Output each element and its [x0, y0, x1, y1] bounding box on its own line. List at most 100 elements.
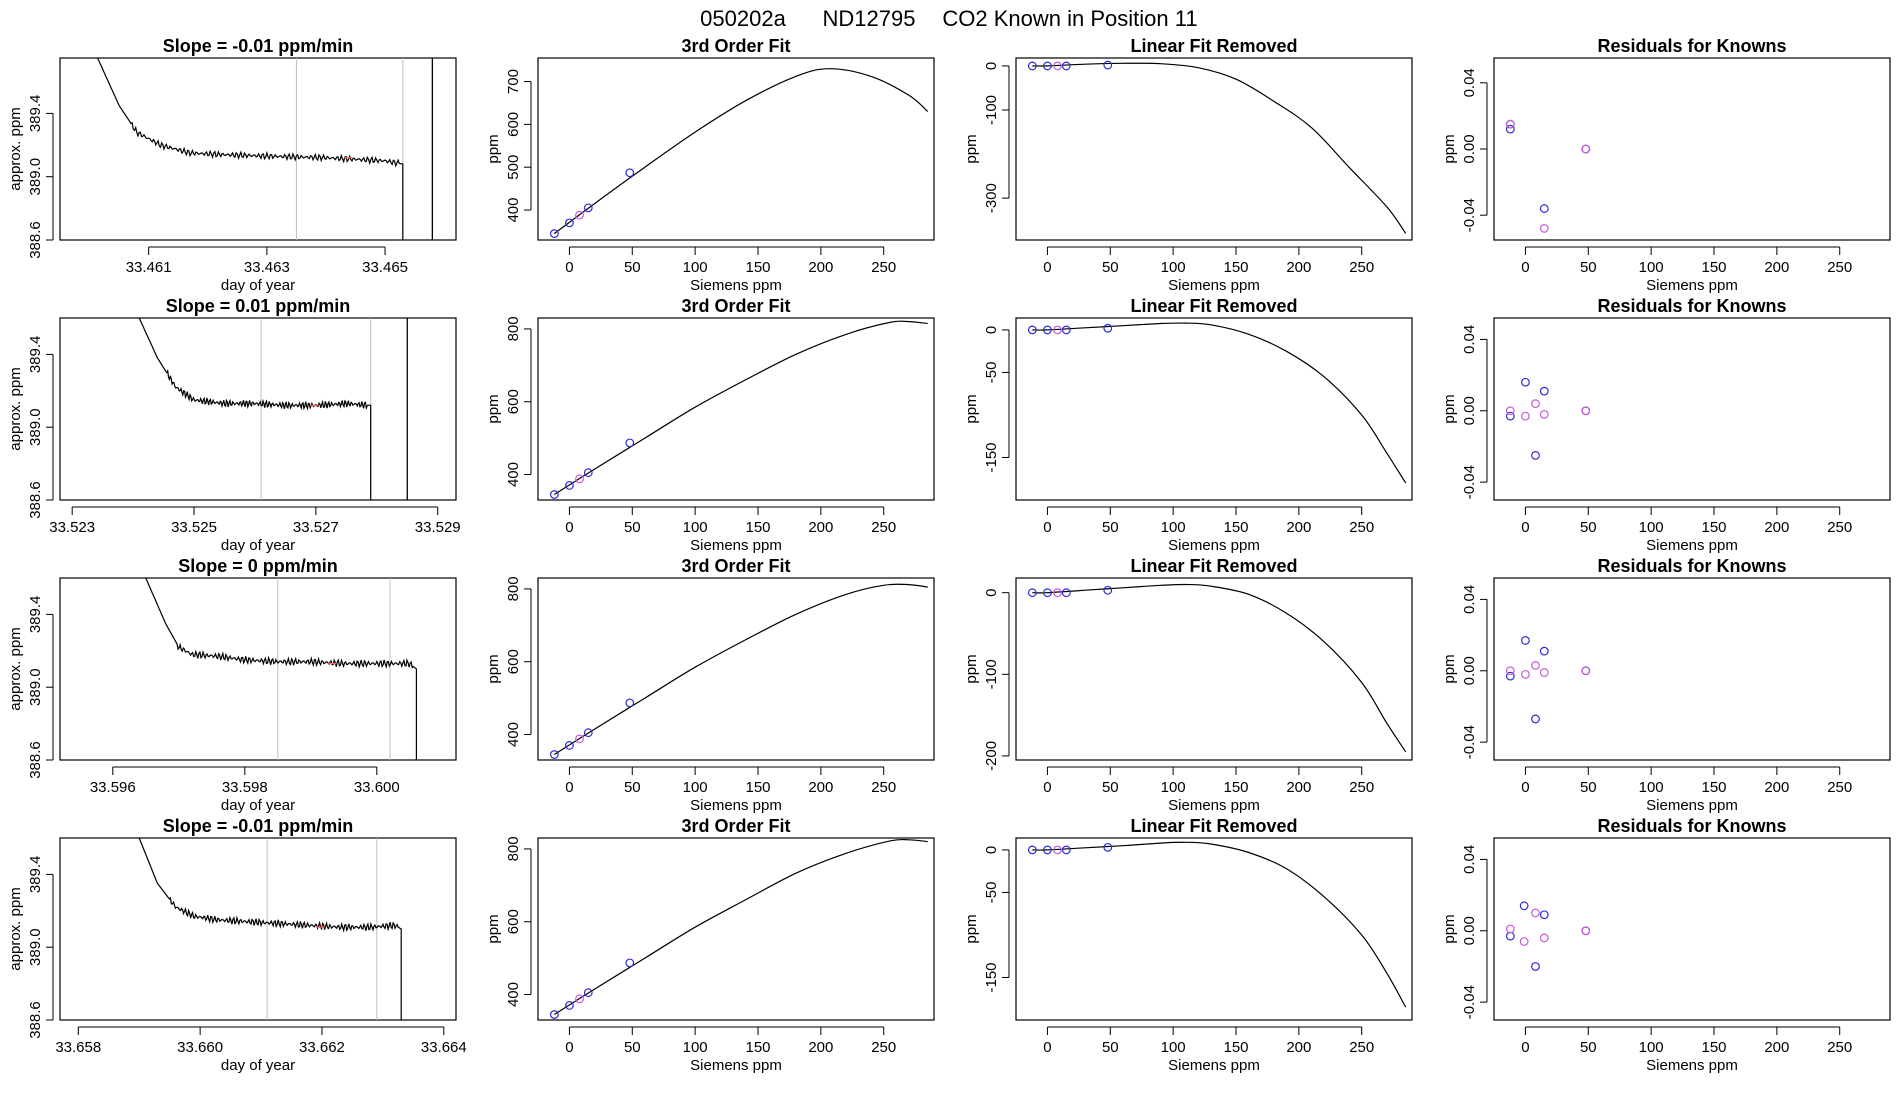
panel-title: Residuals for Knowns — [1597, 36, 1786, 56]
x-tick-label: 100 — [1161, 779, 1186, 796]
x-tick-label: 200 — [1764, 259, 1789, 276]
x-tick-label: 200 — [808, 779, 833, 796]
known-point — [583, 988, 593, 998]
plot-area — [549, 838, 928, 1019]
x-tick-label: 200 — [1764, 519, 1789, 536]
residual-point — [1505, 666, 1515, 676]
residual-point — [1539, 204, 1549, 213]
residual-series-2 — [1505, 399, 1591, 421]
panel-r3-c2: 3rd Order Fit 0 50 100 150 200 250 Siemens ppm 4… — [485, 556, 935, 814]
y-axis: 0.04 0.00 -0.04 ppm — [1441, 845, 1488, 1019]
x-tick-label: 33.660 — [177, 1039, 223, 1056]
x-axis: 0 50 100 150 200 250 Siemens ppm — [1521, 766, 1852, 814]
y-tick-label: 600 — [505, 649, 522, 674]
x-tick-label: 250 — [1827, 1039, 1852, 1056]
plot-area — [549, 583, 928, 759]
panel-title: Linear Fit Removed — [1130, 816, 1297, 836]
main-title: 050202a ND12795 CO2 Known in Position 11 — [700, 6, 1197, 31]
x-tick-label: 50 — [624, 1039, 641, 1056]
y-axis-label: approx. ppm — [7, 627, 24, 710]
x-tick-label: 33.662 — [299, 1039, 345, 1056]
residual-point — [1581, 406, 1591, 416]
y-tick-label: 388.6 — [27, 1001, 44, 1039]
x-tick-label: 250 — [1349, 779, 1374, 796]
x-tick-label: 50 — [1102, 779, 1119, 796]
x-tick-label: 150 — [745, 1039, 770, 1056]
plot-frame — [1015, 577, 1413, 761]
known-point — [625, 958, 635, 968]
y-tick-label: 0.04 — [1461, 585, 1478, 614]
x-axis: 33.596 33.598 33.600 day of year — [90, 766, 400, 814]
residual-series-2 — [1505, 119, 1591, 233]
fit-curve — [1032, 322, 1407, 484]
plot-area — [145, 578, 417, 760]
x-tick-label: 100 — [1161, 1039, 1186, 1056]
y-axis-label: approx. ppm — [7, 887, 24, 970]
x-axis-label: Siemens ppm — [1168, 277, 1260, 294]
y-axis-label: ppm — [485, 394, 502, 423]
y-axis: 0 -50 -150 ppm — [963, 326, 1010, 472]
plot-frame — [1493, 837, 1891, 1021]
plot-area — [1505, 119, 1591, 233]
y-tick-label: 0 — [983, 846, 1000, 854]
y-tick-label: -150 — [983, 962, 1000, 992]
x-tick-label: 33.596 — [90, 779, 136, 796]
fit-curve — [1032, 583, 1407, 753]
known-point — [1103, 585, 1113, 595]
plot-area — [549, 68, 929, 238]
x-tick-label: 250 — [1827, 519, 1852, 536]
known-point — [1053, 325, 1062, 335]
known-point — [549, 229, 559, 238]
y-tick-label: 0 — [983, 62, 1000, 70]
known-point — [1053, 588, 1062, 598]
residual-point — [1505, 119, 1515, 129]
x-axis: 0 50 100 150 200 250 Siemens ppm — [565, 1026, 896, 1074]
y-axis-label: approx. ppm — [7, 367, 24, 450]
known-point — [549, 490, 559, 499]
x-axis: 0 50 100 150 200 250 Siemens ppm — [565, 766, 896, 814]
x-tick-label: 150 — [745, 519, 770, 536]
panel-title: Slope = -0.01 ppm/min — [163, 816, 354, 836]
known-point — [1043, 588, 1052, 598]
y-axis-label: approx. ppm — [7, 107, 24, 190]
known-point — [1061, 61, 1071, 71]
y-tick-label: 700 — [505, 69, 522, 94]
main-title-tank: ND12795 — [823, 6, 916, 31]
plot-frame — [537, 837, 935, 1021]
residual-point — [1521, 377, 1530, 387]
x-tick-label: 200 — [1764, 779, 1789, 796]
x-tick-label: 50 — [1102, 259, 1119, 276]
panel-r1-c3: Linear Fit Removed 0 50 100 150 200 250 Siemens… — [963, 36, 1413, 294]
ppm-trace — [96, 58, 404, 240]
known-point — [583, 728, 593, 738]
panel-title: 3rd Order Fit — [681, 296, 790, 316]
residual-point — [1505, 924, 1515, 934]
x-tick-label: 250 — [1827, 779, 1852, 796]
residual-point — [1539, 668, 1549, 677]
y-axis: 0 -100 -200 ppm — [963, 589, 1010, 771]
y-tick-label: 388.6 — [27, 741, 44, 779]
y-axis: 0.04 0.00 -0.04 ppm — [1441, 325, 1488, 499]
y-tick-label: 389.4 — [27, 336, 44, 374]
known-point — [565, 1001, 574, 1010]
y-tick-label: 600 — [505, 909, 522, 934]
y-axis-label: ppm — [963, 394, 980, 423]
plot-area — [1505, 377, 1591, 460]
panel-r4-c3: Linear Fit Removed 0 50 100 150 200 250 Siemens… — [963, 816, 1413, 1074]
x-axis: 0 50 100 150 200 250 Siemens ppm — [565, 506, 896, 554]
x-tick-label: 100 — [683, 1039, 708, 1056]
plot-frame — [59, 837, 457, 1021]
residual-point — [1505, 406, 1515, 416]
x-axis-label: Siemens ppm — [690, 537, 782, 554]
x-tick-label: 100 — [1639, 1039, 1664, 1056]
y-axis: 0 -50 -150 ppm — [963, 846, 1010, 992]
residual-point — [1539, 933, 1549, 943]
residual-point — [1531, 908, 1540, 918]
y-tick-label: 389.4 — [27, 596, 44, 634]
y-axis: 0.04 0.00 -0.04 ppm — [1441, 585, 1488, 759]
plot-frame — [537, 57, 935, 241]
panel-title: Slope = -0.01 ppm/min — [163, 36, 354, 56]
x-tick-label: 0 — [1521, 519, 1529, 536]
